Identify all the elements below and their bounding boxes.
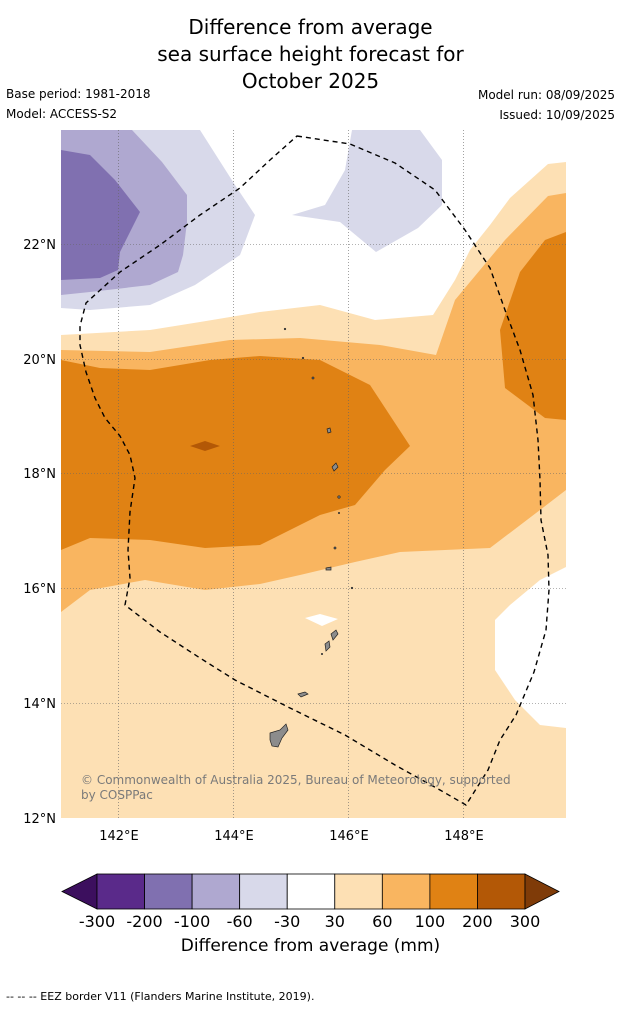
lat-label-16n: 16°N <box>23 582 56 597</box>
anomaly-white-east <box>495 567 566 728</box>
title-line-1: Difference from average <box>188 15 433 39</box>
island-alamagan <box>333 546 337 550</box>
island-asuncion <box>337 495 341 499</box>
colorbar-box <box>191 873 241 910</box>
island-sarigan <box>350 586 354 590</box>
colorbar-box <box>286 873 336 910</box>
colorbar-box <box>381 873 431 910</box>
lon-label-148e: 148°E <box>444 829 484 844</box>
colorbar-title: Difference from average (mm) <box>180 936 441 956</box>
colorbar-box <box>477 873 526 910</box>
model-run: Model run: 08/09/2025 <box>477 88 615 102</box>
colorbar-tick-label: 300 <box>509 912 541 931</box>
colorbar-tick-label: -60 <box>226 912 253 931</box>
title-line-3: October 2025 <box>241 69 380 93</box>
island-agrihan <box>326 427 332 434</box>
colorbar-tick-label: -30 <box>274 912 301 931</box>
islands <box>269 327 354 748</box>
lon-label-146e: 146°E <box>329 829 369 844</box>
island-farallon <box>283 327 287 331</box>
longitude-labels: 142°E 144°E 146°E 148°E <box>99 829 484 844</box>
lat-label-20n: 20°N <box>23 353 56 368</box>
anomaly-brown-200-300 <box>190 441 220 451</box>
island-saipan <box>330 629 339 641</box>
graticule <box>61 130 566 818</box>
island-supply-reef <box>301 356 305 360</box>
island-zealandia <box>320 652 324 656</box>
lon-label-144e: 144°E <box>214 829 254 844</box>
anomaly-darkpurple-west <box>61 150 140 280</box>
eez-border <box>79 135 550 806</box>
colorbar-extend-low <box>61 873 98 910</box>
lat-label-14n: 14°N <box>23 697 56 712</box>
island-anatahan <box>325 566 332 571</box>
base-period: Base period: 1981-2018 <box>6 87 151 101</box>
copyright-line-2: by COSPPac <box>81 788 153 802</box>
model-name: Model: ACCESS-S2 <box>6 107 118 121</box>
copyright-line-1: © Commonwealth of Australia 2025, Bureau… <box>81 773 511 787</box>
lon-label-142e: 142°E <box>99 829 139 844</box>
colorbar-box <box>334 873 383 910</box>
island-maug <box>311 376 315 380</box>
island-pagan <box>331 462 339 472</box>
colorbar-tick-label: 60 <box>372 912 393 931</box>
colorbar-box <box>144 873 193 910</box>
colorbar-tick-label: 100 <box>414 912 446 931</box>
anomaly-orange-100-200-main <box>61 356 410 550</box>
issued-date: Issued: 10/09/2025 <box>499 108 615 122</box>
eez-legend-note: -- -- -- EEZ border V11 (Flanders Marine… <box>6 990 315 1003</box>
island-rota <box>297 691 309 698</box>
colorbar-tick-label: -200 <box>126 912 163 931</box>
colorbar-tick-label: -100 <box>173 912 211 931</box>
lat-label-18n: 18°N <box>23 467 56 482</box>
anomaly-lightpurple-east <box>292 130 442 252</box>
island-guguan <box>337 511 341 515</box>
map-area: © Commonwealth of Australia 2025, Bureau… <box>61 130 566 818</box>
island-guam <box>269 723 289 748</box>
anomaly-orange-100-200-east <box>500 232 566 420</box>
colorbar-box <box>96 873 145 910</box>
colorbar-tick-label: 200 <box>462 912 493 931</box>
colorbar-tick-label: -300 <box>78 912 116 931</box>
latitude-labels: 22°N 20°N 18°N 16°N 14°N 12°N <box>23 238 56 827</box>
colorbar-box <box>239 873 288 910</box>
colorbar-box <box>429 873 478 910</box>
title-line-2: sea surface height forecast for <box>157 42 464 66</box>
chart-title: Difference from average sea surface heig… <box>0 14 621 95</box>
lat-label-22n: 22°N <box>23 238 56 253</box>
lat-label-12n: 12°N <box>23 812 56 827</box>
island-tinian <box>324 640 331 652</box>
anomaly-white-patch <box>305 614 338 626</box>
colorbar-extend-high <box>524 873 560 910</box>
colorbar-tick-label: 30 <box>324 912 345 931</box>
colorbar <box>61 873 560 910</box>
